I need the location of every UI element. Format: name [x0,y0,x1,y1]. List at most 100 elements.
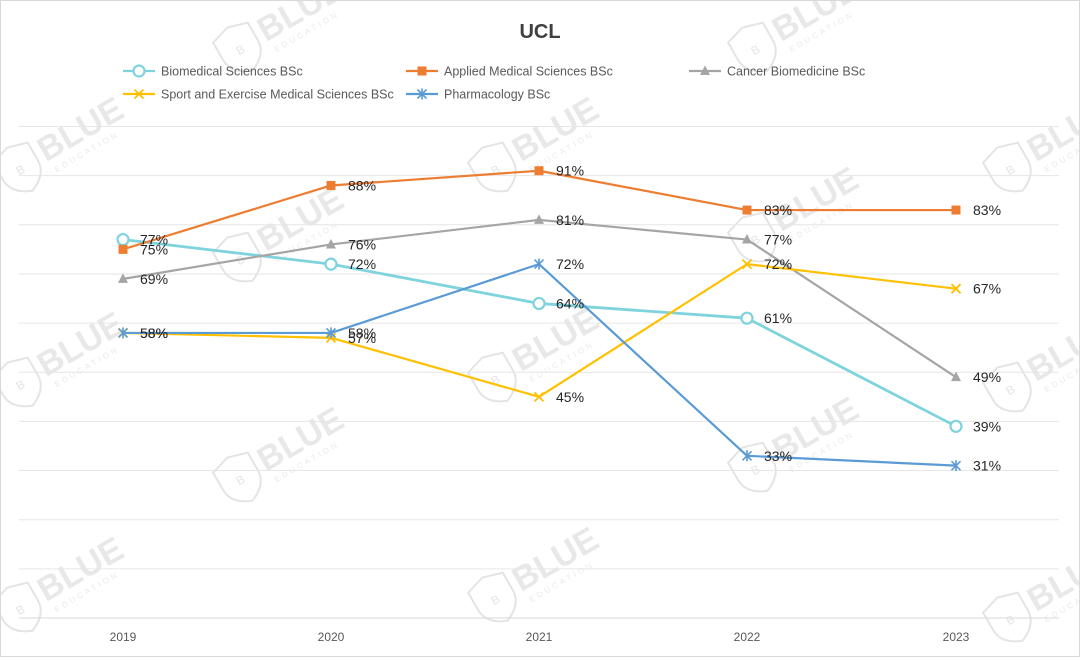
data-point [325,327,337,339]
data-point [533,258,545,270]
watermark-shield-icon [981,591,1032,643]
watermark-emblem: B [488,592,502,608]
watermark-emblem: B [1003,382,1017,398]
data-label: 33% [764,448,792,464]
legend-marker [700,65,710,75]
data-label: 57% [348,330,376,346]
watermark-shield-icon [726,211,777,263]
legend-label: Pharmacology BSc [444,88,550,102]
legend-label: Cancer Biomedicine BSc [727,65,865,79]
watermark-emblem: B [748,42,762,58]
data-label: 76% [348,236,376,252]
data-label: 39% [973,418,1001,434]
x-tick-label: 2022 [734,630,761,644]
data-label: 72% [348,256,376,272]
data-point [326,238,336,249]
series-cancer-biomedicine-bsc [118,214,961,382]
watermark-emblem: B [1003,612,1017,628]
data-point [740,311,754,325]
data-label: 75% [140,241,168,257]
data-label: 83% [764,202,792,218]
watermark-shield-icon [211,231,262,283]
x-tick-label: 2021 [526,630,553,644]
watermark-text: BLUE [766,1,865,49]
x-tick-label: 2019 [110,630,137,644]
legend-label: Biomedical Sciences BSc [161,65,303,79]
data-point [950,283,962,294]
data-point [534,166,544,176]
x-tick-label: 2023 [943,630,970,644]
series-group [116,166,963,472]
watermark-shield-icon [981,361,1032,413]
series-applied-medical-sciences-bsc [118,166,961,254]
legend-item: Applied Medical Sciences BSc [406,65,613,79]
data-point [950,460,962,472]
series-pharmacology-bsc [117,258,962,472]
watermark-shield-icon [726,21,777,73]
data-label: 45% [556,389,584,405]
data-label: 81% [556,212,584,228]
watermark-shield-icon [981,141,1032,193]
data-label: 72% [556,256,584,272]
legend-label: Applied Medical Sciences BSc [444,65,613,79]
legend-marker [132,64,146,78]
data-point [118,273,128,283]
data-label: 58% [140,325,168,341]
watermark-shield-icon [0,581,42,633]
data-point [742,234,752,244]
data-label: 72% [764,256,792,272]
data-label: 67% [973,281,1001,297]
gridlines [19,126,1059,619]
data-label: 64% [556,295,584,311]
legend-marker [133,88,145,100]
legend: Biomedical Sciences BSc Applied Medical S… [123,64,865,102]
data-point [116,232,130,247]
data-label: 58% [140,325,168,341]
data-point [951,371,961,382]
data-point [741,258,753,270]
data-point [742,205,752,215]
legend-marker [416,88,428,100]
x-axis-ticks: 2019 2020 2021 2022 2023 [110,630,970,644]
data-point [949,419,963,433]
data-point [532,296,546,311]
data-point [533,391,545,402]
data-point [951,205,961,215]
data-point [326,180,336,190]
watermark-text: BLUE [251,1,350,49]
watermark-shield-icon [466,351,517,403]
watermark-emblem: B [748,462,762,478]
watermark-shield-icon [0,141,42,193]
data-point [534,214,544,224]
data-label: 91% [556,163,584,179]
data-labels: 77% 72% 64% 61% 39% 75% 88% 91% 83% 83% 69% 76% 81% 7… [140,163,1001,474]
data-point [117,327,129,339]
data-label: 31% [973,458,1001,474]
watermark-shield-icon [211,451,262,503]
legend-item: Pharmacology BSc [406,88,550,102]
chart-title: UCL [519,21,560,43]
legend-label: Sport and Exercise Medical Sciences BSc [161,88,394,102]
data-label: 77% [764,232,792,248]
legend-item: Biomedical Sciences BSc [123,64,303,79]
watermark-shield-icon [466,571,517,623]
watermark-emblem: B [13,377,27,393]
data-point [324,257,338,271]
data-point [741,450,753,462]
watermark-shield-icon [726,441,777,493]
watermark-emblem: B [233,472,247,488]
data-label: 49% [973,369,1001,385]
legend-marker [417,66,427,76]
